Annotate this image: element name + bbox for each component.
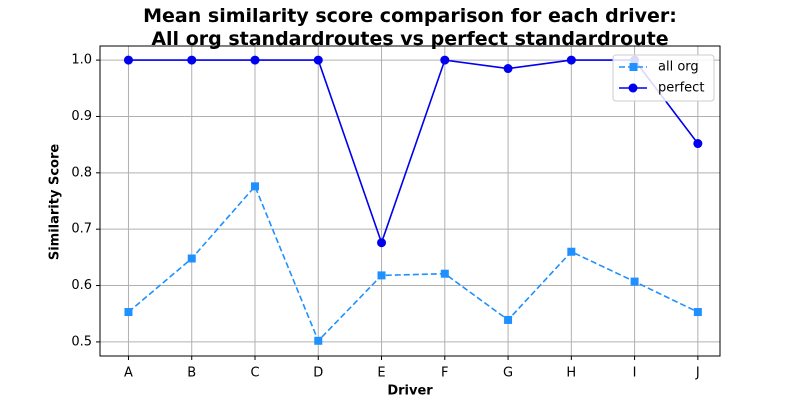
data-point-all-org-E [377,271,386,280]
legend-label-all-org: all org [658,60,699,75]
data-point-perfect-G [503,64,513,74]
y-axis-label: Similarity Score [48,144,63,261]
x-tick-label-I: I [633,366,637,381]
data-point-all-org-F [440,269,449,278]
x-tick-label-A: A [124,366,133,381]
x-tick-label-D: D [313,366,323,381]
grid [100,46,720,356]
data-point-perfect-C [250,55,260,65]
data-point-all-org-C [251,182,259,191]
x-axis-ticks: A B C D E F G H I J [124,356,700,381]
data-point-perfect-H [566,55,576,65]
plot-frame [99,45,721,357]
y-tick-label-0-5: 0.5 [71,334,92,349]
legend-marker-perfect [628,83,638,93]
data-point-perfect-D [313,55,323,65]
data-point-all-org-G [504,315,513,324]
x-tick-label-J: J [695,366,700,381]
y-axis-ticks: 0.5 0.6 0.7 0.8 0.9 1.0 [71,53,100,349]
legend-marker-all-org [629,63,638,71]
chart-title-line-1: Mean similarity score comparison for eac… [143,5,677,27]
y-tick-label-0-9: 0.9 [71,109,92,124]
chart-title-line-2: All org standardroutes vs perfect standa… [151,28,668,50]
series-line-all-org [127,184,699,343]
y-tick-label-0-6: 0.6 [71,278,92,293]
x-tick-label-E: E [377,366,385,381]
data-point-all-org-A [124,308,133,317]
data-point-perfect-E [377,238,387,248]
legend: all org perfect [612,54,715,102]
data-point-perfect-F [440,55,450,65]
data-point-perfect-B [187,55,197,65]
x-axis-label: Driver [387,384,433,399]
legend-label-perfect: perfect [658,81,704,96]
x-tick-label-B: B [187,366,196,381]
data-point-all-org-D [314,336,323,345]
x-tick-label-C: C [250,366,259,381]
y-tick-label-0-7: 0.7 [71,222,92,237]
x-tick-label-F: F [441,366,448,381]
data-point-perfect-A [123,55,133,65]
data-point-all-org-H [567,247,576,256]
x-tick-label-H: H [566,366,576,381]
y-tick-label-1-0: 1.0 [71,53,92,68]
data-point-all-org-I [630,277,639,286]
data-point-perfect-J [693,139,703,149]
series-line-perfect [128,59,699,246]
series-layer [123,55,703,345]
y-tick-label-0-8: 0.8 [71,165,92,180]
x-tick-label-G: G [503,366,513,381]
data-point-all-org-J [693,308,702,317]
data-point-all-org-B [187,254,196,263]
